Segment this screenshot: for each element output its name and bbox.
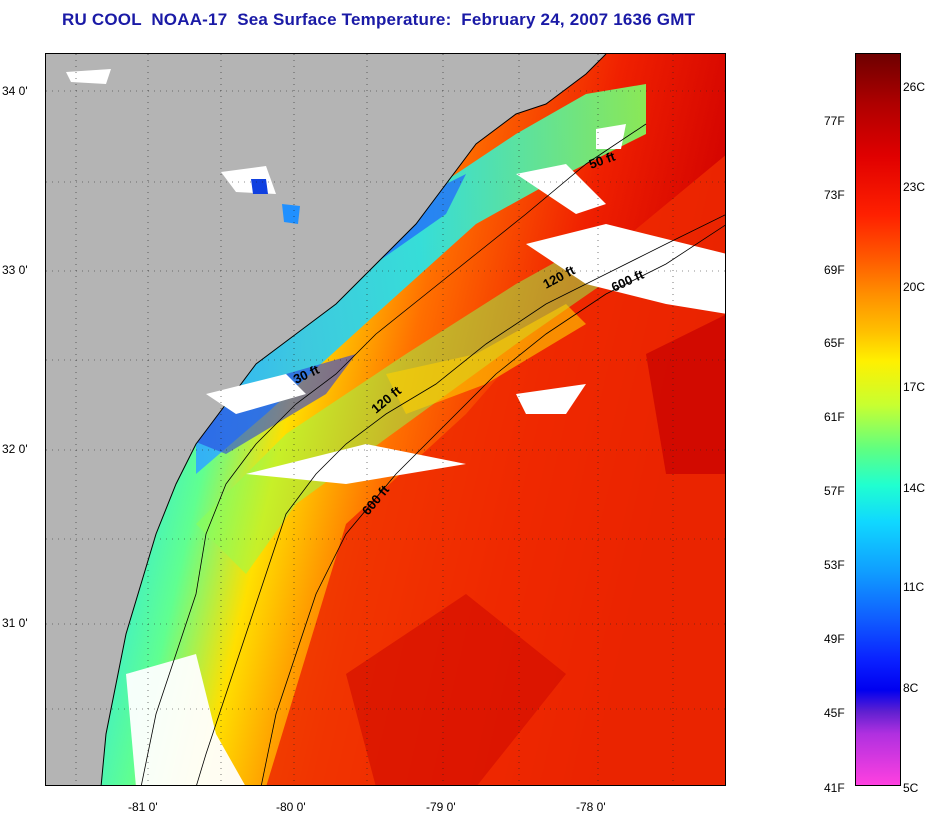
lon-label-80: -80 0' xyxy=(276,800,306,814)
gulf-stream-region xyxy=(266,155,725,785)
lon-label-81: -81 0' xyxy=(128,800,158,814)
isobath-50ft xyxy=(141,123,647,785)
colorbar-label-20c: 20C xyxy=(903,280,926,294)
lat-label-34: 34 0' xyxy=(2,84,28,98)
graticule xyxy=(46,54,725,785)
lat-label-33: 33 0' xyxy=(2,263,28,277)
colorbar-label-69f: 69F xyxy=(824,263,845,277)
colorbar-label-73f: 73F xyxy=(824,188,845,202)
colorbar-label-14c: 14C xyxy=(903,481,926,495)
colorbar-label-11c: 11C xyxy=(903,580,925,594)
colorbar-label-65f: 65F xyxy=(824,336,845,350)
isobath-600ft xyxy=(261,224,725,785)
temperature-colorbar xyxy=(855,53,901,786)
colorbar-label-77f: 77F xyxy=(824,114,845,128)
cloud-patch xyxy=(516,164,606,214)
sst-map-graphic: 50 ft 120 ft 600 ft 30 ft 120 ft 600 ft xyxy=(46,54,725,785)
colorbar-label-49f: 49F xyxy=(824,632,845,646)
map-title: RU COOL NOAA-17 Sea Surface Temperature:… xyxy=(62,10,696,29)
colorbar-label-8c: 8C xyxy=(903,681,919,695)
colorbar-label-57f: 57F xyxy=(824,484,845,498)
colorbar-label-41f: 41F xyxy=(824,781,845,795)
land-area xyxy=(46,54,606,785)
lon-label-78: -78 0' xyxy=(576,800,606,814)
colorbar-label-26c: 26C xyxy=(903,80,926,94)
coastline xyxy=(100,54,607,785)
colorbar-label-5c: 5C xyxy=(903,781,919,795)
colorbar-label-23c: 23C xyxy=(903,180,926,194)
isobath-120ft xyxy=(196,214,725,785)
lat-label-32: 32 0' xyxy=(2,442,28,456)
colorbar-label-45f: 45F xyxy=(824,706,845,720)
colorbar-label-17c: 17C xyxy=(903,380,926,394)
lon-label-79: -79 0' xyxy=(426,800,456,814)
colorbar-label-53f: 53F xyxy=(824,558,845,572)
colorbar-label-61f: 61F xyxy=(824,410,845,424)
lat-label-31: 31 0' xyxy=(2,616,28,630)
sst-map: 50 ft 120 ft 600 ft 30 ft 120 ft 600 ft xyxy=(45,53,726,786)
